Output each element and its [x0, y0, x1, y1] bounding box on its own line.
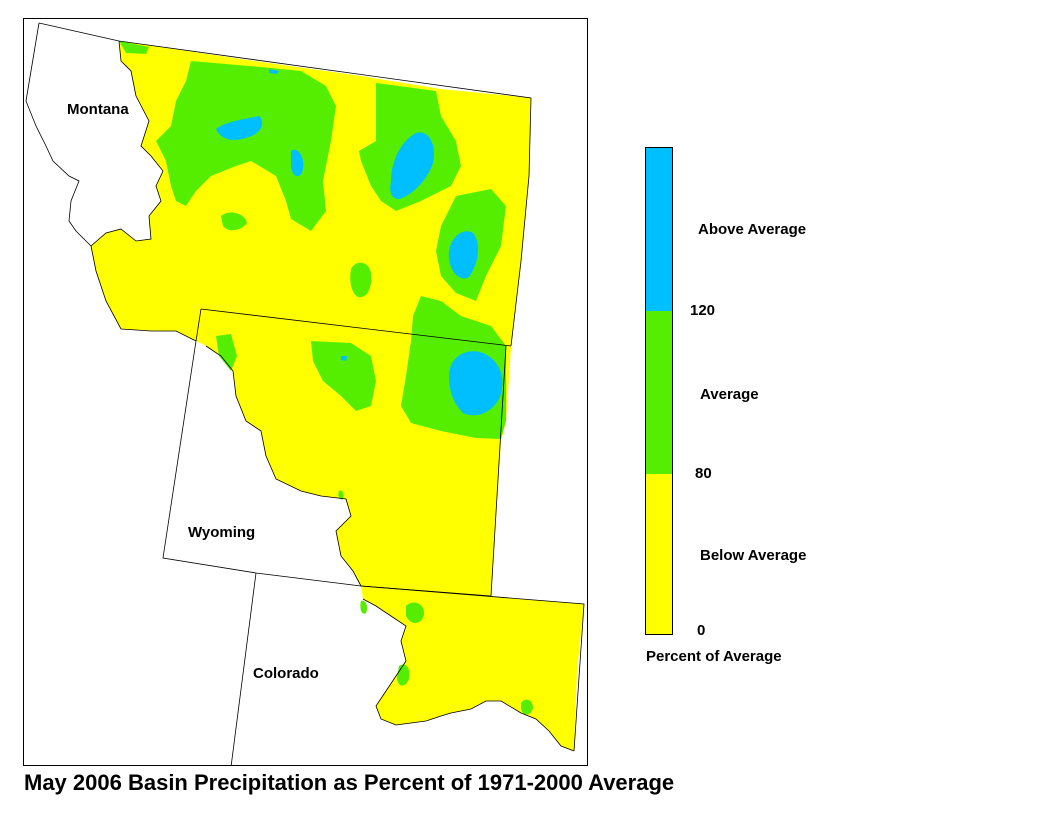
legend-swatch-average: [646, 311, 672, 474]
legend-tick-0: 0: [697, 622, 706, 639]
legend-color-bar: [645, 147, 673, 635]
above-average-precip-areas: [216, 69, 503, 416]
state-label-colorado: Colorado: [253, 665, 319, 682]
legend-label-average: Average: [700, 386, 759, 403]
legend-caption: Percent of Average: [646, 648, 782, 665]
precipitation-map: [25, 22, 585, 765]
state-label-wyoming: Wyoming: [188, 524, 256, 541]
colorado-basin-region: [361, 586, 584, 751]
legend-tick-80: 80: [695, 465, 712, 482]
map-title: May 2006 Basin Precipitation as Percent …: [24, 770, 675, 795]
legend-label-below-average: Below Average: [700, 547, 807, 564]
legend-label-above-average: Above Average: [698, 221, 807, 238]
map-panel: Montana Wyoming Colorado: [23, 18, 588, 766]
state-label-montana: Montana: [67, 101, 129, 118]
wyoming-state-boundary: [162, 308, 512, 597]
colorado-basin-boundary: [362, 598, 575, 752]
legend-tick-120: 120: [690, 302, 716, 319]
montana-basin-boundary: [90, 40, 197, 342]
legend-swatch-above-average: [646, 148, 672, 311]
colorado-state-boundary: [230, 572, 585, 765]
wyoming-basin-boundary: [205, 345, 362, 587]
montana-state-boundary: [25, 22, 532, 347]
legend-swatch-below-average: [646, 474, 672, 634]
